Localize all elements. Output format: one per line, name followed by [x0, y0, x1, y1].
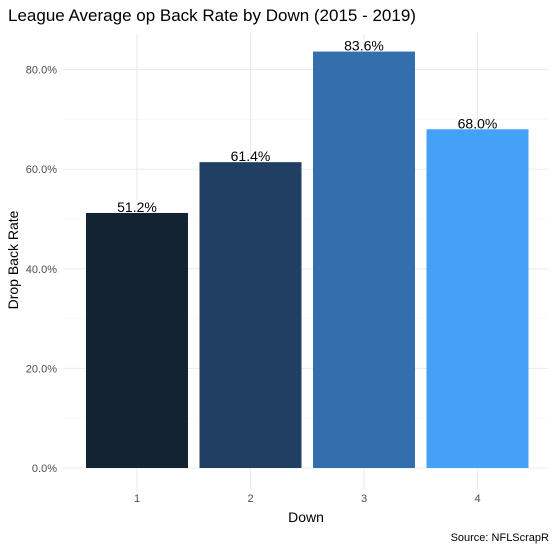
- data-labels: 51.2% 61.4% 83.6% 68.0%: [117, 38, 497, 215]
- data-label-down-2: 61.4%: [231, 148, 271, 164]
- source-caption: Source: NFLScrapR: [451, 532, 549, 544]
- y-axis-ticks: 0.0% 20.0% 40.0% 60.0% 80.0%: [26, 65, 57, 476]
- bars: [86, 51, 529, 468]
- y-axis-title: Drop Back Rate: [5, 210, 21, 309]
- x-axis-title: Down: [288, 509, 324, 525]
- y-tick-label: 40.0%: [26, 264, 57, 276]
- bar-down-4: [426, 129, 529, 468]
- bar-down-3: [313, 51, 415, 468]
- y-tick-label: 20.0%: [26, 363, 57, 375]
- data-label-down-1: 51.2%: [117, 199, 157, 215]
- x-tick-label: 2: [247, 493, 253, 505]
- x-tick-label: 1: [134, 493, 140, 505]
- x-axis-ticks: 1 2 3 4: [134, 493, 481, 505]
- data-label-down-3: 83.6%: [344, 38, 384, 54]
- x-tick-label: 4: [474, 493, 480, 505]
- chart-title: League Average op Back Rate by Down (201…: [8, 6, 416, 25]
- bar-down-1: [86, 212, 188, 468]
- y-tick-label: 60.0%: [26, 164, 57, 176]
- bar-down-2: [199, 162, 302, 468]
- x-tick-label: 3: [361, 493, 367, 505]
- y-tick-label: 0.0%: [32, 463, 57, 475]
- data-label-down-4: 68.0%: [458, 115, 498, 131]
- y-tick-label: 80.0%: [26, 65, 57, 77]
